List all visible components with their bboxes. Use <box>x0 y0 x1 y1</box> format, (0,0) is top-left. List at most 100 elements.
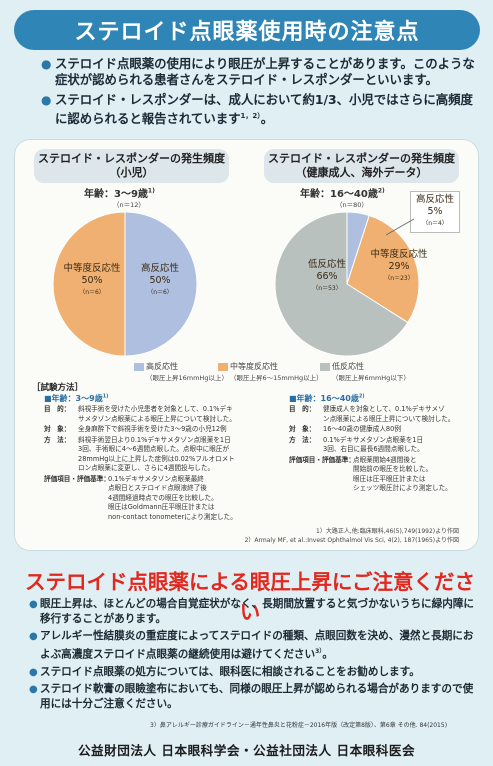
slice-n: （n＝6） <box>147 289 173 296</box>
left-panel-title: ステロイド・レスポンダーの発生頻度 （小児） <box>34 149 229 183</box>
reference: 2）Armaly MF, et al.:Invest Ophthalmol Vi… <box>244 537 459 544</box>
intro-section: ● ステロイド点眼薬の使用により眼圧が上昇することがあります。このような症状が認… <box>41 56 485 131</box>
left-slice-label-moderate: 中等度反応性 50% （n＝6） <box>62 263 122 299</box>
methods-key: 対 象： <box>44 425 71 433</box>
citation: 1) <box>102 393 109 400</box>
warning-text: 眼圧上昇は、ほとんどの場合自覚症状がなく、長期間放置すると気づかないうちに緑内障… <box>40 598 475 625</box>
warning-text: ステロイド軟膏の眼瞼塗布においても、同様の眼圧上昇が認められる場合がありますので… <box>40 682 474 710</box>
legend-item-moderate: 中等度反応性 （眼圧上昇6〜15mmHg以上） <box>218 361 323 382</box>
legend-item-high: 高反応性 （眼圧上昇16mmHg以上） <box>134 361 228 382</box>
methods-value: 0.1%デキサメタゾン点眼薬最終 点眼日とステロイド点眼液終了後 4週間経過時点… <box>108 474 237 521</box>
legend-swatch <box>134 362 144 371</box>
pie-slice <box>52 211 126 357</box>
warning-item: ● アレルギー性結膜炎の重症度によってステロイドの種類、点眼回数を決め、漫然と長… <box>29 629 480 663</box>
methods-key: 方 法： <box>44 435 71 444</box>
legend-label: 低反応性 <box>332 362 364 371</box>
legend-swatch <box>218 362 228 371</box>
intro-item: ● ステロイド点眼薬の使用により眼圧が上昇することがあります。このような症状が認… <box>41 56 485 88</box>
right-slice-label-moderate: 中等度反応性 29% （n＝23） <box>366 249 432 285</box>
citation: 1) <box>147 187 155 195</box>
intro-item: ● ステロイド・レスポンダーは、成人において約1/3、小児ではさらに高頻度に認め… <box>41 92 485 127</box>
right-age-label: 年齢：16〜40歳2) <box>300 185 385 200</box>
slice-pct: 50% <box>149 275 171 286</box>
right-title-line1: ステロイド・レスポンダーの発生頻度 <box>268 152 455 165</box>
methods-right-age: ■年齢：16〜40歳2) <box>289 393 365 404</box>
slice-n: （n＝4） <box>422 220 448 227</box>
legend-swatch <box>320 362 330 371</box>
citation: 1，2） <box>240 112 261 120</box>
bullet-icon: ● <box>29 631 38 642</box>
methods-value: 健康成人を対象として、0.1%デキサメゾ ン点眼薬による眼圧上昇について検討した… <box>323 405 455 423</box>
right-pie-chart <box>274 211 420 357</box>
bullet-icon: ● <box>29 666 38 678</box>
intro-text: ステロイド・レスポンダーは、成人において約1/3、小児ではさらに高頻度に認められ… <box>55 92 473 127</box>
legend-item-low: 低反応性 （眼圧上昇6mmHg以下） <box>320 361 410 382</box>
bullet-icon: ● <box>29 683 38 695</box>
methods-key: 対 象： <box>289 425 316 433</box>
intro-tail: 。 <box>260 111 274 127</box>
slice-n: （n＝53） <box>312 285 342 292</box>
bullet-icon: ● <box>41 57 52 71</box>
intro-text: ステロイド点眼薬の使用により眼圧が上昇することがあります。このような症状が認めら… <box>55 56 475 87</box>
methods-left-age: ■年齢：3〜9歳1) <box>44 393 108 404</box>
right-slice-label-high: 高反応性 5% （n＝4） <box>410 191 460 233</box>
warning-tail: 。 <box>322 648 333 661</box>
footer-organizations: 公益財団法人 日本眼科学会・公益社団法人 日本眼科医会 <box>77 743 416 758</box>
legend-label: 高反応性 <box>146 362 178 371</box>
right-age: 年齢：16〜40歳 <box>300 189 378 200</box>
methods-row: 評価項目・評価基準： 0.1%デキサメタゾン点眼薬最終 点眼日とステロイド点眼液終… <box>44 475 258 523</box>
methods-value: 全身麻酔下で斜視手術を受けた3〜9歳の小児12例 <box>78 425 227 433</box>
warning-title: ステロイド点眼薬による眼圧上昇にご注意ください <box>25 570 475 624</box>
slice-n: （n＝6） <box>79 289 105 296</box>
slice-pct: 50% <box>81 275 103 286</box>
bullet-icon: ● <box>41 93 52 107</box>
methods-row: 評価項目・評価基準： 点眼薬開始4週間後と 開始前の眼圧を比較した。 眼圧は圧平眼… <box>289 456 473 494</box>
warning-text: アレルギー性結膜炎の重症度によってステロイドの種類、点眼回数を決め、漫然と長期に… <box>40 630 474 661</box>
left-age: 年齢：3〜9歳 <box>84 189 148 200</box>
left-pie-chart <box>52 211 198 357</box>
methods-value: 斜視手術翌日より0.1%デキサメタゾン点眼薬を1日 3回、手術眼に4〜6週間点眼… <box>78 435 235 473</box>
pie-slice <box>274 211 409 357</box>
left-n-total: （n＝12） <box>113 201 145 209</box>
methods-value: 16〜40歳の健康成人80例 <box>323 425 401 433</box>
methods-key: 目 的： <box>289 405 316 413</box>
right-slice-label-low: 低反応性 66% （n＝53） <box>297 259 357 295</box>
reference: 1）大路正人,他:臨床眼科,46(5),749(1992)より作図 <box>316 528 459 535</box>
right-panel-title: ステロイド・レスポンダーの発生頻度 （健康成人、海外データ） <box>264 149 459 183</box>
methods-row: 対 象： 16〜40歳の健康成人80例 <box>289 425 473 435</box>
methods-value: 斜視手術を受けた小児患者を対象として、0.1%デキ サメタゾン点眼薬による眼圧上… <box>78 405 236 423</box>
methods-key: 評価項目・評価基準： <box>44 474 110 483</box>
reference-3: 3）鼻アレルギー診療ガイドライン－通年性鼻炎と花粉症－2016年版（改定第8版）… <box>150 722 448 729</box>
legend-sub: （眼圧上昇6〜15mmHg以上） <box>230 374 323 382</box>
right-title-line2: （健康成人、海外データ） <box>295 166 428 179</box>
citation: 3） <box>315 648 323 655</box>
left-title-line1: ステロイド・レスポンダーの発生頻度 <box>38 152 225 165</box>
citation: 2) <box>358 393 365 400</box>
methods-age-text: ■年齢：16〜40歳 <box>289 394 359 403</box>
slice-name: 低反応性 <box>307 259 346 270</box>
page-title: ステロイド点眼薬使用時の注意点 <box>74 20 420 45</box>
slice-n: （n＝23） <box>384 275 414 282</box>
left-slice-label-high: 高反応性 50% （n＝6） <box>130 263 190 299</box>
methods-key: 目 的： <box>44 405 71 413</box>
methods-value: 0.1%デキサメタゾン点眼薬を1日 3回、右目に最長6週間点眼した。 <box>323 435 424 454</box>
methods-row: 方 法： 斜視手術翌日より0.1%デキサメタゾン点眼薬を1日 3回、手術眼に4〜6… <box>44 436 258 474</box>
citation: 2) <box>377 187 385 195</box>
methods-age-text: ■年齢：3〜9歳 <box>44 394 103 403</box>
legend-sub: （眼圧上昇6mmHg以下） <box>332 374 410 382</box>
left-age-label: 年齢：3〜9歳1) <box>84 185 155 200</box>
left-title-line2: （小児） <box>109 166 154 179</box>
references: 1）大路正人,他:臨床眼科,46(5),749(1992)より作図 2）Arma… <box>245 527 459 545</box>
slice-pct: 5% <box>427 206 443 217</box>
legend: 高反応性 （眼圧上昇16mmHg以上） 中等度反応性 （眼圧上昇6〜15mmHg… <box>14 361 479 385</box>
methods-key: 評価項目・評価基準： <box>289 455 355 464</box>
right-n-total: （n＝80） <box>336 201 368 209</box>
methods-row: 目 的： 斜視手術を受けた小児患者を対象として、0.1%デキ サメタゾン点眼薬によ… <box>44 405 258 424</box>
page-title-banner: ステロイド点眼薬使用時の注意点 <box>14 10 480 50</box>
slice-pct: 29% <box>388 261 410 272</box>
frequency-card: ステロイド・レスポンダーの発生頻度 （小児） 年齢：3〜9歳1) （n＝12） … <box>14 139 479 551</box>
slice-name: 高反応性 <box>415 194 454 205</box>
warning-item: ● ステロイド軟膏の眼瞼塗布においても、同様の眼圧上昇が認められる場合があります… <box>29 682 480 712</box>
callout-line <box>386 218 415 236</box>
bullet-icon: ● <box>29 599 38 610</box>
